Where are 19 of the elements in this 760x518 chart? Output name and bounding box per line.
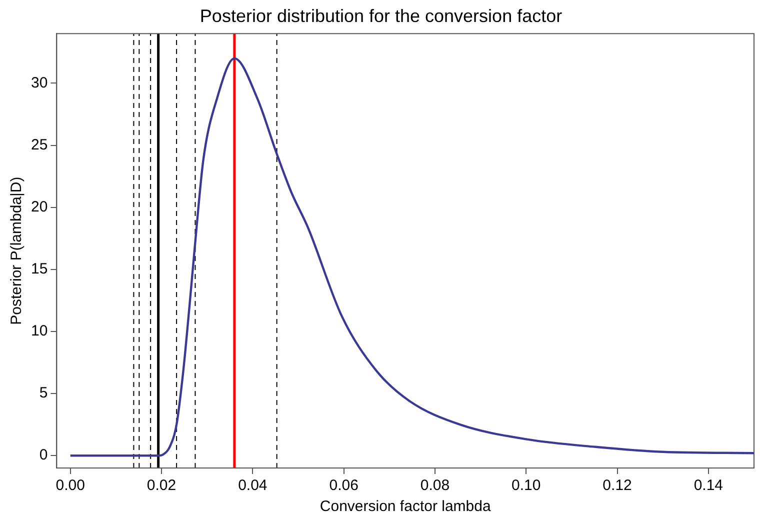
chart-title: Posterior distribution for the conversion factor (200, 6, 562, 26)
y-tick-label: 0 (39, 446, 48, 464)
y-tick-label: 15 (30, 260, 48, 278)
x-tick-label: 0.06 (329, 477, 358, 494)
x-axis-title: Conversion factor lambda (320, 498, 492, 516)
x-tick-label: 0.12 (602, 477, 632, 494)
y-axis-title: Posterior P(lambda|D) (8, 176, 26, 325)
y-tick-label: 5 (39, 384, 48, 402)
x-tick-label: 0.00 (56, 477, 85, 494)
x-tick-label: 0.08 (420, 477, 450, 494)
y-tick-label: 10 (30, 322, 48, 340)
x-tick-label: 0.10 (512, 477, 541, 494)
x-tick-label: 0.14 (694, 477, 724, 494)
y-tick-label: 20 (30, 198, 48, 216)
y-tick-label: 30 (30, 74, 48, 92)
line-series (69, 57, 754, 457)
y-tick-label: 25 (30, 136, 48, 154)
x-tick-label: 0.02 (146, 477, 176, 494)
x-tick-label: 0.04 (238, 477, 268, 494)
